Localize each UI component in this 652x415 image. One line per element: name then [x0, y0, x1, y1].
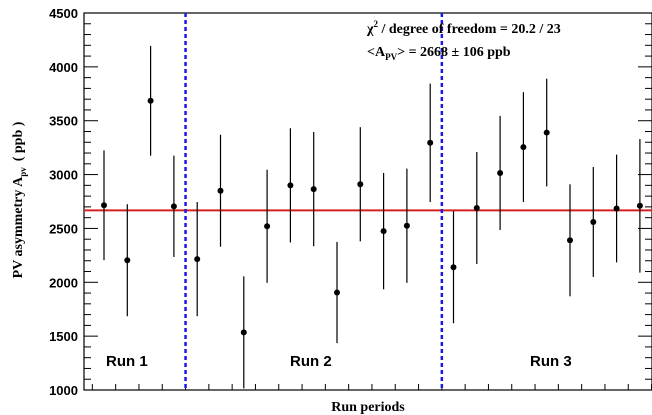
- data-point: [543, 129, 550, 136]
- data-point: [380, 228, 387, 235]
- y-axis-title: PV asymmetry Apv ( ppb ): [11, 121, 28, 278]
- y-tick-label: 2000: [49, 275, 78, 290]
- apv-subscript: PV: [385, 52, 397, 62]
- chi2-symbol: χ: [366, 22, 374, 37]
- data-point: [240, 329, 247, 336]
- data-point: [473, 204, 480, 211]
- run-label-2: Run 2: [290, 353, 332, 370]
- data-points: [101, 45, 643, 389]
- data-point: [427, 139, 434, 146]
- apv-annotation: <APV> = 2668 ± 106 ppb: [367, 45, 511, 62]
- data-point: [613, 205, 620, 212]
- x-axis-ticks: [91, 384, 652, 390]
- y-axis-title-sub: pv: [18, 167, 28, 177]
- apv-rest: > = 2668 ± 106 ppb: [397, 45, 511, 60]
- data-point: [357, 181, 364, 188]
- data-point: [147, 97, 154, 104]
- data-point: [287, 182, 294, 189]
- data-point: [264, 223, 271, 230]
- x-axis-title: Run periods: [331, 400, 405, 415]
- data-point: [497, 169, 504, 176]
- run-label-1: Run 1: [106, 353, 148, 370]
- y-tick-label: 1500: [49, 329, 78, 344]
- data-point: [124, 257, 131, 264]
- data-point: [310, 186, 317, 193]
- y-tick-label: 3500: [49, 114, 78, 129]
- data-point: [590, 218, 597, 225]
- y-axis: 1000 1500 2000 2500 3000 3500 4000 4500: [49, 6, 652, 398]
- apv-open: <A: [367, 45, 386, 60]
- data-point: [450, 264, 457, 271]
- plot-frame: [83, 12, 652, 391]
- data-point: [567, 237, 573, 244]
- data-point: [636, 202, 643, 209]
- data-point: [101, 202, 107, 209]
- y-tick-label: 4000: [49, 60, 78, 75]
- y-axis-title-main: PV asymmetry A: [11, 176, 26, 278]
- data-point: [194, 256, 201, 263]
- chi2-superscript: 2: [373, 19, 378, 29]
- y-tick-label: 2500: [49, 221, 78, 236]
- y-tick-label: 4500: [49, 6, 78, 21]
- y-tick-label: 3000: [49, 168, 78, 183]
- chi2-annotation: χ2 / degree of freedom = 20.2 / 23: [366, 19, 561, 37]
- data-point: [520, 144, 527, 151]
- run-label-3: Run 3: [530, 353, 572, 370]
- y-tick-label: 1000: [49, 383, 78, 398]
- chi2-text: / degree of freedom = 20.2 / 23: [378, 22, 561, 37]
- y-axis-title-unit: ( ppb ): [11, 121, 26, 161]
- data-point: [217, 187, 224, 194]
- data-point: [170, 203, 177, 210]
- data-point: [334, 289, 340, 296]
- data-point: [403, 222, 410, 229]
